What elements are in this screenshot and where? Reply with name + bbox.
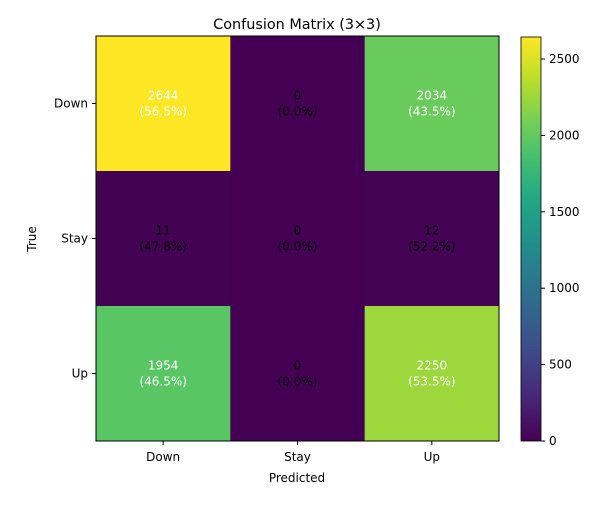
- cell-value-label: 11 (47.8%): [139, 224, 186, 254]
- x-axis: Down Stay Up: [146, 441, 440, 464]
- x-tick-label: Up: [424, 450, 440, 464]
- y-axis-label: True: [25, 226, 39, 253]
- y-tick-label: Up: [72, 367, 88, 381]
- x-axis-label: Predicted: [269, 471, 325, 485]
- cell-value-label: 0 (0.0%): [278, 224, 318, 254]
- colorbar-tick-label: 2000: [549, 128, 580, 142]
- heatmap-cell: [364, 171, 500, 307]
- cell-value-label: 2034 (43.5%): [408, 89, 455, 119]
- chart-title: Confusion Matrix (3×3): [213, 17, 381, 33]
- cell-value-label: 0 (0.0%): [278, 89, 318, 119]
- colorbar: [520, 36, 542, 442]
- heatmap-cell: [230, 306, 366, 442]
- colorbar-tick-label: 1500: [549, 205, 580, 219]
- cell-value-label: 0 (0.0%): [278, 359, 318, 389]
- colorbar-ticks: 0 500 1000 1500 2000 2500: [541, 52, 580, 448]
- heatmap-cells: 2644 (56.5%) 0 (0.0%) 2034 (43.5%) 11 (47.8%) 0(…: [96, 36, 500, 442]
- colorbar-tick-label: 1000: [549, 281, 580, 295]
- colorbar-tick-label: 2500: [549, 52, 580, 66]
- heatmap-cell: [96, 171, 231, 307]
- y-tick-label: Down: [54, 97, 88, 111]
- heatmap-cell: [364, 36, 500, 172]
- y-axis: Down Stay Up: [54, 97, 96, 381]
- colorbar-tick-label: 0: [549, 434, 557, 448]
- heatmap-cell: [96, 36, 231, 172]
- heatmap-cell: [230, 36, 366, 172]
- x-tick-label: Down: [146, 450, 180, 464]
- y-tick-label: Stay: [61, 232, 88, 246]
- cell-value-label: 1954 (46.5%): [139, 359, 186, 389]
- colorbar-tick-label: 500: [549, 358, 572, 372]
- heatmap-cell: [230, 171, 366, 307]
- heatmap-cell: [364, 306, 500, 442]
- cell-value-label: 12 (52.2%): [408, 224, 455, 254]
- x-tick-label: Stay: [284, 450, 311, 464]
- heatmap-cell: [96, 306, 231, 442]
- cell-value-label: 2644 (56.5%): [139, 89, 186, 119]
- cell-value-label: 2250 (53.5%): [408, 359, 455, 389]
